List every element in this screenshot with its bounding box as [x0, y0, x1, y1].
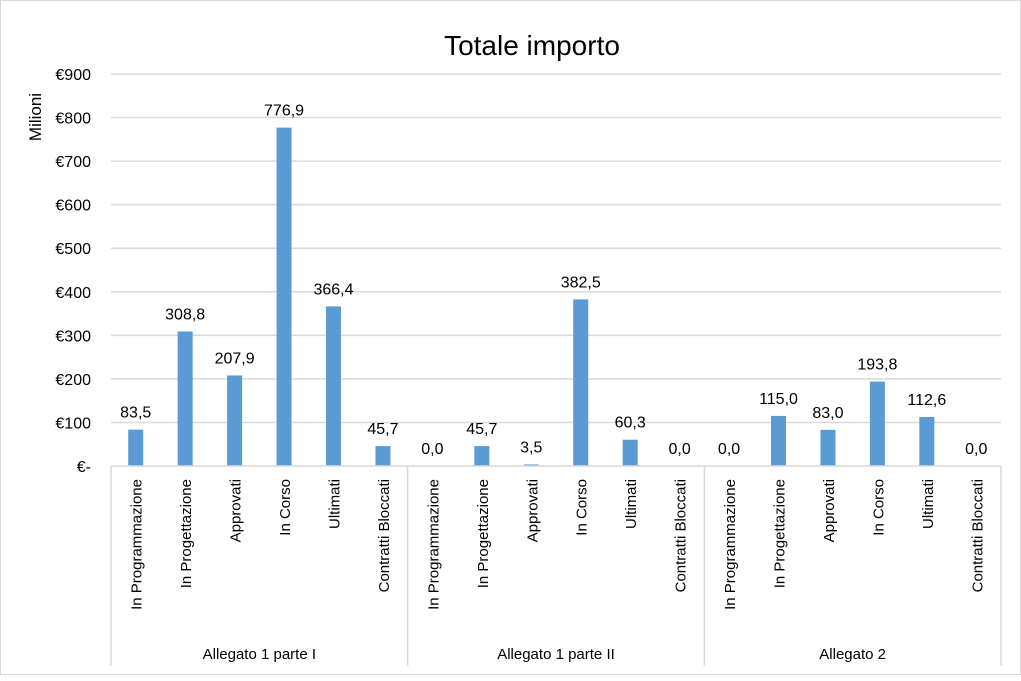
data-label: 207,9 [215, 350, 255, 367]
data-label: 83,0 [812, 405, 843, 422]
x-tick-label: Approvati [821, 479, 838, 542]
x-tick-label: In Programmazione [425, 479, 442, 610]
x-tick-label: In Programmazione [129, 479, 146, 610]
y-tick-label: €600 [55, 198, 91, 215]
x-tick-label: In Progettazione [772, 479, 789, 588]
data-label: 366,4 [313, 281, 353, 298]
data-label: 3,5 [520, 439, 542, 456]
x-tick-label: In Progettazione [178, 479, 195, 588]
data-label: 83,5 [120, 405, 151, 422]
x-tick-label: In Programmazione [722, 479, 739, 610]
bar [177, 331, 193, 466]
x-tick-label: Ultimati [327, 479, 344, 529]
bar [128, 429, 144, 466]
bar [869, 381, 885, 466]
x-tick-label: Contratti Bloccati [376, 479, 393, 592]
bar [474, 446, 490, 466]
data-label: 0,0 [965, 441, 987, 458]
y-tick-label: €100 [55, 415, 91, 432]
y-tick-label: €400 [55, 285, 91, 302]
bar [771, 415, 786, 466]
bar [375, 446, 391, 466]
data-label: 60,3 [615, 415, 646, 432]
x-tick-label: Contratti Bloccati [673, 479, 690, 592]
data-label: 112,6 [907, 392, 946, 409]
bar [820, 429, 836, 466]
data-label: 45,7 [466, 421, 497, 438]
y-axis-label: Milioni [26, 93, 45, 141]
data-label: 0,0 [668, 441, 690, 458]
x-tick-label: In Corso [574, 479, 591, 536]
x-tick-label: Contratti Bloccati [969, 479, 986, 592]
bar [573, 299, 589, 466]
x-tick-label: In Progettazione [475, 479, 492, 588]
data-label: 776,9 [264, 103, 304, 120]
data-label: 193,8 [857, 357, 897, 374]
data-label: 0,0 [718, 441, 740, 458]
data-label: 0,0 [421, 441, 443, 458]
x-tick-label: In Corso [277, 479, 294, 536]
y-tick-label: €800 [55, 111, 91, 128]
bar [622, 439, 638, 466]
x-tick-label: Approvati [524, 479, 541, 542]
x-tick-label: Ultimati [623, 479, 640, 529]
x-tick-label: Ultimati [920, 479, 937, 529]
bar [227, 375, 243, 466]
bar [919, 416, 935, 466]
group-label: Allegato 1 parte II [497, 646, 615, 663]
x-tick-label: Approvati [228, 479, 245, 542]
x-tick-label: In Corso [870, 479, 887, 536]
data-label: 45,7 [367, 421, 398, 438]
group-label: Allegato 1 parte I [203, 646, 316, 663]
y-tick-label: €300 [55, 328, 91, 345]
bar [276, 127, 292, 467]
y-tick-label: €700 [55, 154, 91, 171]
data-label: 382,5 [561, 274, 601, 291]
y-tick-label: €900 [55, 67, 91, 84]
y-tick-label: €200 [55, 372, 91, 389]
bar [523, 464, 539, 466]
y-tick-label: €500 [55, 241, 91, 258]
data-label: 308,8 [165, 307, 205, 324]
data-label: 115,0 [759, 391, 798, 408]
chart-title: Totale importo [444, 30, 620, 61]
bar [326, 306, 341, 466]
group-label: Allegato 2 [819, 646, 886, 663]
y-tick-label: €- [77, 459, 91, 476]
